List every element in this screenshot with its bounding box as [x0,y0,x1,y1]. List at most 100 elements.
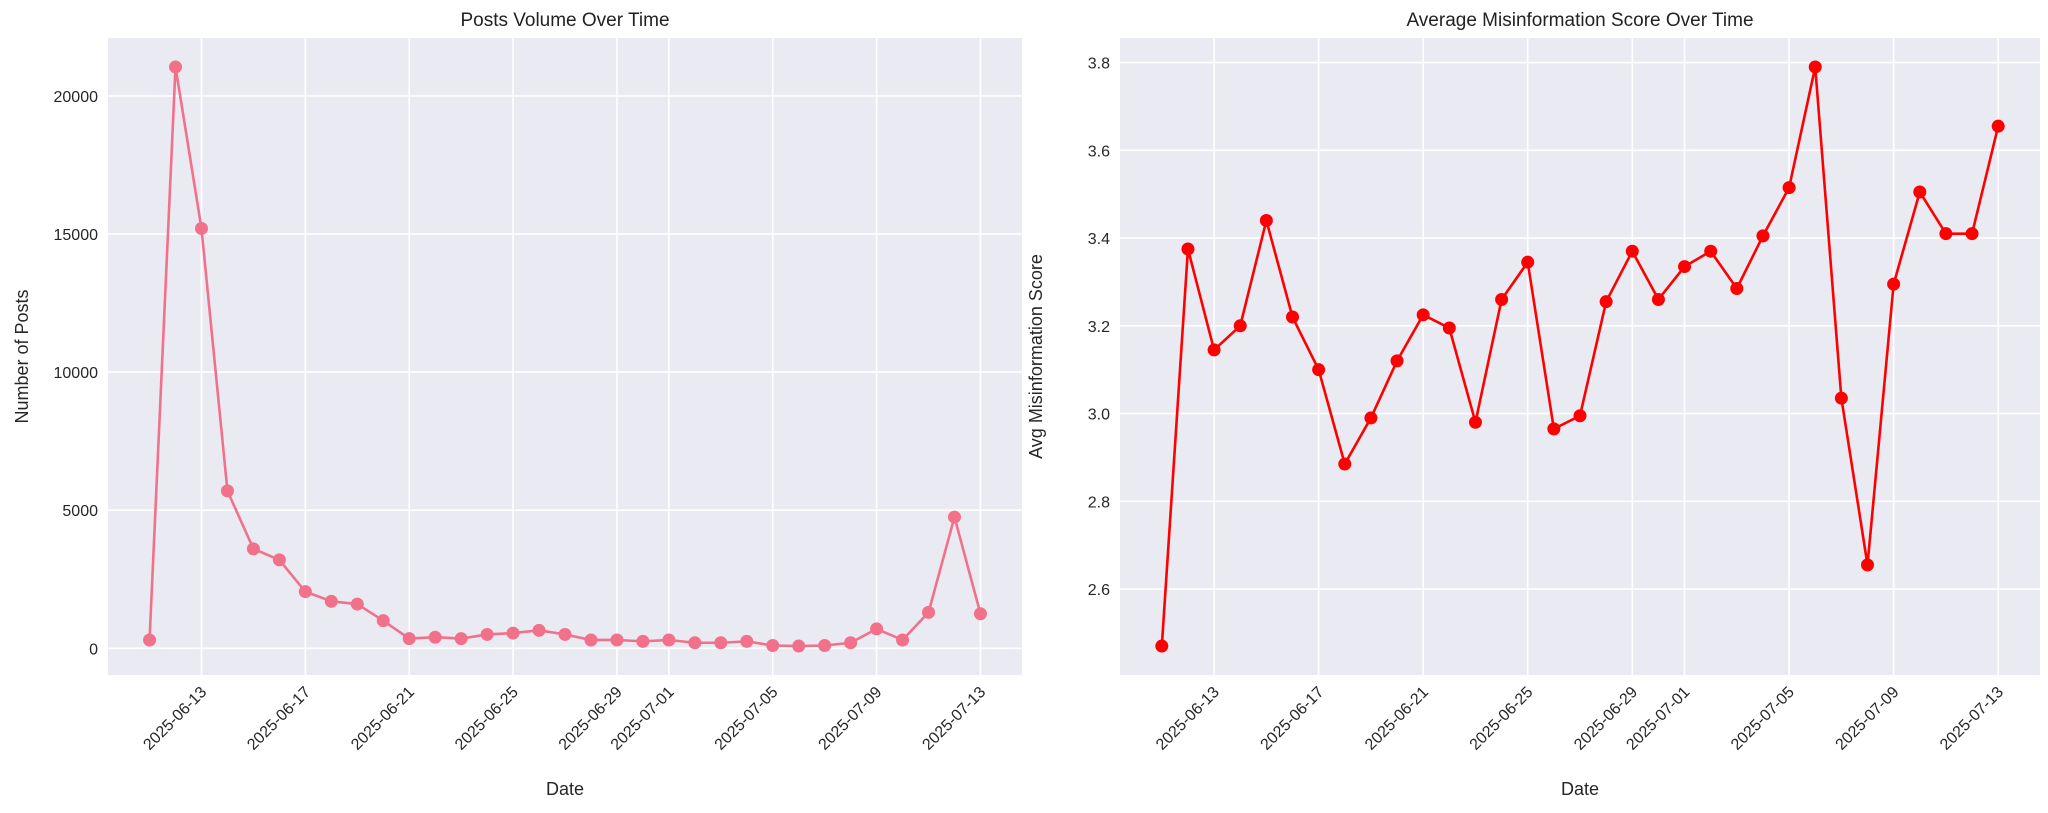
y-tick-label: 10000 [54,365,99,382]
data-point [1338,457,1352,471]
data-point [1730,282,1744,296]
x-tick-label: 2025-07-13 [919,684,989,754]
data-point [1625,244,1639,258]
data-point [896,633,910,647]
data-point [1312,363,1326,377]
data-point [610,633,624,647]
data-point [1651,292,1665,306]
data-point [454,632,468,646]
x-tick-label: 2025-06-13 [1153,684,1223,754]
y-axis-label: Avg Misinformation Score [1026,254,1046,459]
data-point [1756,229,1770,243]
x-tick-label: 2025-06-25 [1467,684,1537,754]
x-axis-label: Date [1561,779,1599,799]
data-point [480,627,494,641]
data-point [298,585,312,599]
x-tick-label: 2025-06-25 [452,684,522,754]
y-tick-label: 3.2 [1088,319,1110,336]
x-tick-label: 2025-07-09 [816,684,886,754]
data-point [169,60,183,74]
data-point [584,633,598,647]
x-tick-label: 2025-07-05 [712,684,782,754]
chart-title: Average Misinformation Score Over Time [1406,10,1753,31]
data-point [792,639,806,653]
data-point [844,636,858,650]
x-tick-label: 2025-07-13 [1937,684,2007,754]
data-point [246,542,260,556]
data-point [1416,308,1430,322]
data-point [636,634,650,648]
data-point [1573,409,1587,423]
data-point [1233,319,1247,333]
data-point [194,221,208,235]
data-point [1181,242,1195,256]
data-point [1521,255,1535,269]
data-point [1834,391,1848,405]
data-point [1364,411,1378,425]
data-point [766,639,780,653]
x-tick-label: 2025-06-21 [348,684,418,754]
data-point [1286,310,1299,324]
x-axis-label: Date [546,779,584,799]
data-point [973,607,987,621]
x-tick-label: 2025-06-17 [244,684,314,754]
y-axis-label: Number of Posts [12,289,32,423]
data-point [1887,277,1901,291]
y-tick-label: 2.8 [1088,494,1110,511]
data-point [1704,244,1718,258]
y-tick-label: 0 [89,641,98,658]
plot-area [108,38,1022,675]
data-point [1442,321,1456,335]
data-point [1207,343,1221,357]
x-tick-label: 2025-06-13 [140,684,210,754]
data-point [714,636,728,650]
data-point [1991,119,2005,133]
y-tick-label: 3.6 [1088,143,1110,160]
x-tick-label: 2025-07-09 [1833,684,1903,754]
data-point [350,597,364,611]
data-point [1965,227,1979,241]
chart-1: 2025-06-13 2025-06-17 2025-06-21 2025-06-25… [12,10,1022,799]
y-tick-label: 15000 [54,227,99,244]
data-point [376,614,390,628]
plot-area [1120,38,2040,675]
x-tick-label: 2025-06-21 [1362,684,1432,754]
data-point [272,553,286,567]
y-tick-label: 5000 [62,503,98,520]
data-point [143,633,157,647]
x-tick-label: 2025-06-17 [1258,684,1328,754]
data-point [1913,185,1927,199]
data-point [740,634,754,648]
data-point [1599,295,1613,309]
data-point [662,633,676,647]
chart-title: Posts Volume Over Time [460,10,669,31]
data-point [1808,60,1822,74]
data-point [1678,260,1692,274]
data-point [1861,558,1874,572]
data-point [922,605,936,619]
data-point [870,622,884,636]
y-tick-label: 3.4 [1088,231,1110,248]
data-point [324,594,338,608]
data-point [1939,227,1953,241]
data-point [1155,639,1169,653]
data-point [1495,292,1509,306]
data-point [428,630,442,644]
data-point [558,627,572,641]
data-point [506,626,520,640]
data-point [818,639,832,653]
y-tick-label: 20000 [54,89,99,106]
x-tick-label: 2025-07-05 [1728,684,1798,754]
data-point [1468,415,1482,429]
data-point [402,632,416,646]
y-tick-label: 2.6 [1088,582,1110,599]
data-point [947,510,961,524]
chart-2: 2025-06-13 2025-06-17 2025-06-21 2025-06-25… [1026,10,2040,799]
data-point [1782,181,1796,195]
y-tick-label: 3.8 [1088,56,1110,73]
data-point [1259,214,1273,228]
data-point [1390,354,1404,368]
data-point [1547,422,1561,436]
y-tick-label: 3.0 [1088,407,1110,424]
